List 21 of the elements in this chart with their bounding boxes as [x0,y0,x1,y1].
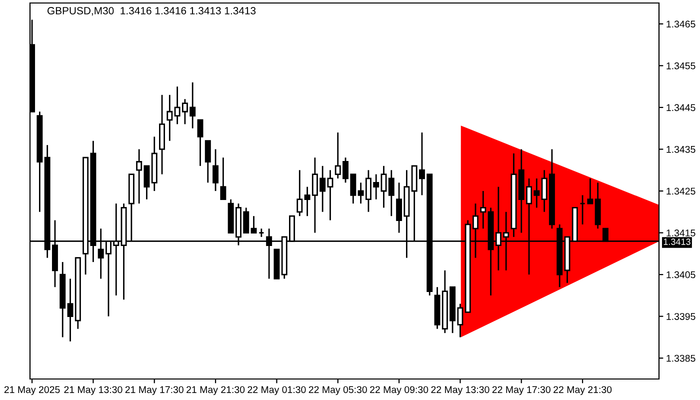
x-tick-label: 22 May 01:30 [248,386,306,396]
x-tick-label: 21 May 2025 [4,386,60,396]
x-tick-label: 21 May 21:30 [186,386,245,396]
x-tick-label: 21 May 13:30 [64,386,122,396]
y-tick-label: 1.3465 [666,20,696,28]
y-tick-label: 1.3395 [666,313,696,320]
chart-title: GBPUSD,M30 1.3416 1.3416 1.3413 1.3413 [48,7,256,16]
y-tick-label: 1.3385 [666,354,696,362]
x-tick-label: 22 May 05:30 [308,386,367,396]
x-tick-label: 22 May 21:30 [554,386,612,396]
x-tick-label: 22 May 13:30 [431,386,490,396]
y-tick-label: 1.3435 [666,146,696,153]
y-tick-label: 1.3445 [666,104,696,112]
y-tick-label: 1.3455 [666,62,696,70]
x-tick-label: 22 May 09:30 [370,386,428,396]
y-tick-label: 1.3405 [666,271,696,278]
x-tick-label: 22 May 17:30 [492,386,550,396]
y-tick-label: 1.3415 [666,230,696,236]
y-tick-label: 1.3425 [666,188,696,195]
x-tick-label: 21 May 17:30 [125,386,184,396]
ref-line-label: 1.3413 [664,238,690,245]
